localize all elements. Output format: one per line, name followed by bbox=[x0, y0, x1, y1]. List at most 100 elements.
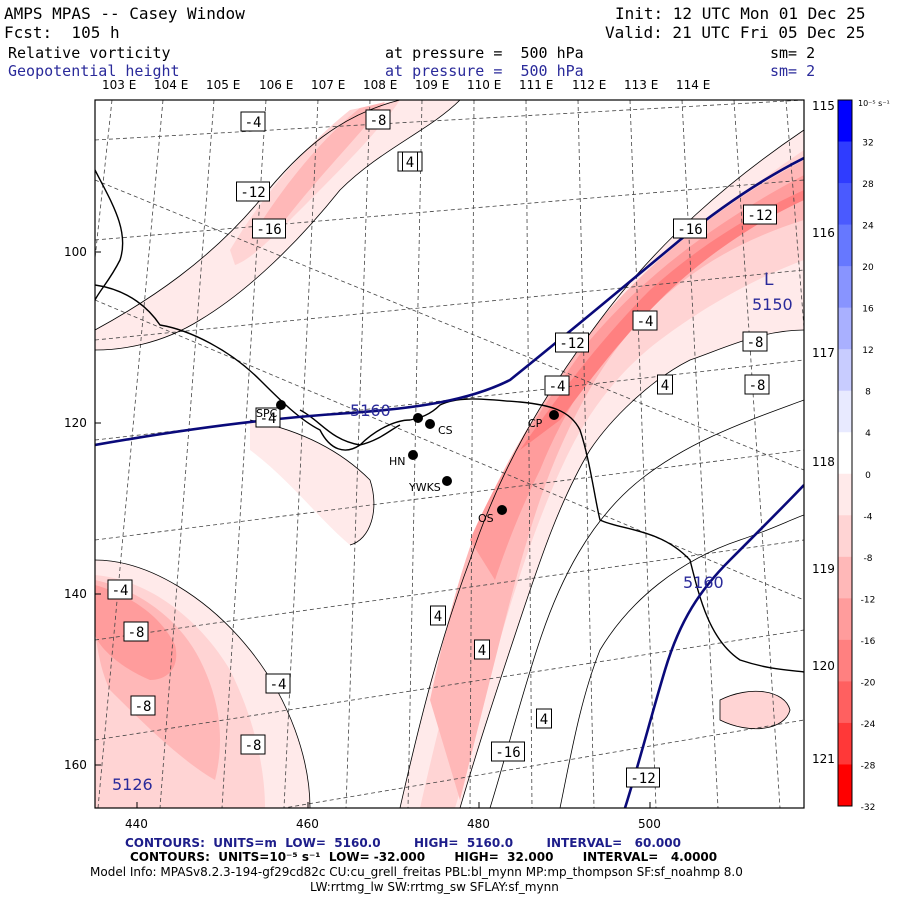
colorbar-segment bbox=[838, 390, 852, 433]
station-label: CS bbox=[438, 424, 453, 437]
lon-label: 103 E bbox=[102, 78, 137, 92]
vorticity-contour-value: 4 bbox=[406, 155, 414, 171]
colorbar-tick-label: 20 bbox=[862, 263, 874, 273]
vorticity-contour-value: -12 bbox=[240, 185, 265, 201]
lon-label: 106 E bbox=[259, 78, 294, 92]
vorticity-contour-value: -12 bbox=[559, 336, 584, 352]
low-pressure-marker: L bbox=[764, 270, 774, 290]
y-tick-label: 100 bbox=[64, 245, 87, 259]
vorticity-contour-value: -8 bbox=[749, 378, 766, 394]
vorticity-contour-label: -16 bbox=[252, 218, 286, 239]
vorticity-contour-value: -16 bbox=[677, 222, 702, 238]
colorbar-segment bbox=[838, 473, 852, 516]
lon-label: 110 E bbox=[467, 78, 502, 92]
station-label: HN bbox=[389, 455, 406, 468]
colorbar-tick-label: -28 bbox=[861, 761, 876, 771]
vorticity-contour-label: -16 bbox=[673, 218, 707, 239]
station-marker bbox=[276, 400, 286, 410]
colorbar-segment bbox=[838, 598, 852, 641]
colorbar-segment bbox=[838, 307, 852, 350]
lon-label: 112 E bbox=[572, 78, 607, 92]
colorbar-segment bbox=[838, 556, 852, 599]
lon-label: 104 E bbox=[154, 78, 189, 92]
lon-label: 108 E bbox=[363, 78, 398, 92]
vorticity-contour-label: -4 bbox=[240, 111, 266, 132]
colorbar-segment bbox=[838, 722, 852, 765]
forecast-hour: Fcst: 105 h bbox=[4, 23, 120, 42]
vorticity-contour-value: -8 bbox=[370, 113, 387, 129]
colorbar-tick-label: 4 bbox=[865, 429, 871, 439]
vorticity-contour-label: -4 bbox=[544, 375, 570, 396]
map-title: AMPS MPAS -- Casey Window bbox=[4, 4, 245, 23]
colorbar-segment bbox=[838, 266, 852, 309]
colorbar-segment bbox=[838, 100, 852, 143]
height-label: 5160 bbox=[350, 401, 391, 420]
footer-height-contours: CONTOURS: UNITS=m LOW= 5160.0 HIGH= 5160… bbox=[125, 836, 681, 850]
station-label: OS bbox=[478, 512, 494, 525]
field2-name: Geopotential height bbox=[8, 62, 180, 80]
footer-vorticity-contours: CONTOURS: UNITS=10⁻⁵ s⁻¹ LOW= -32.000 HI… bbox=[130, 850, 718, 864]
lon-label: 111 E bbox=[519, 78, 554, 92]
vorticity-contour-label: 4 bbox=[430, 605, 446, 626]
y-tick-label: 120 bbox=[64, 416, 87, 430]
station-label: SPC bbox=[256, 407, 278, 420]
station-marker bbox=[413, 413, 423, 423]
colorbar-segment bbox=[838, 515, 852, 558]
x-tick-label: 440 bbox=[125, 817, 148, 831]
station-marker bbox=[497, 505, 507, 515]
field1-level: at pressure = 500 hPa bbox=[385, 44, 584, 62]
station-marker bbox=[442, 476, 452, 486]
colorbar-segment bbox=[838, 224, 852, 267]
y-tick-label: 140 bbox=[64, 587, 87, 601]
axis-ticks bbox=[95, 251, 651, 808]
colorbar-tick-label: 24 bbox=[862, 222, 874, 232]
vorticity-contour-label: -4 bbox=[632, 310, 658, 331]
colorbar-segment bbox=[838, 639, 852, 682]
vorticity-contour-value: -12 bbox=[630, 771, 655, 787]
vorticity-contour-value: 4 bbox=[434, 609, 442, 625]
colorbar-tick-label: 28 bbox=[862, 180, 874, 190]
vorticity-contour-value: -8 bbox=[128, 625, 145, 641]
vorticity-contour-label: -8 bbox=[744, 374, 770, 395]
colorbar-tick-label: -32 bbox=[861, 803, 876, 813]
colorbar-tick-label: 16 bbox=[862, 305, 874, 315]
colorbar-tick-label: -4 bbox=[864, 512, 873, 522]
init-time: Init: 12 UTC Mon 01 Dec 25 bbox=[615, 4, 866, 23]
station-label: CP bbox=[528, 417, 543, 430]
vorticity-contour-label: -12 bbox=[626, 767, 660, 788]
map-frame bbox=[94, 99, 805, 809]
vorticity-contour-label: -16 bbox=[491, 741, 525, 762]
vorticity-contour-label: -12 bbox=[743, 204, 777, 225]
colorbar-tick-label: -24 bbox=[861, 720, 876, 730]
lon-label: 105 E bbox=[206, 78, 241, 92]
vorticity-contour-value: -16 bbox=[256, 222, 281, 238]
valid-time: Valid: 21 UTC Fri 05 Dec 25 bbox=[605, 23, 866, 42]
vorticity-contour-value: -8 bbox=[245, 738, 262, 754]
colorbar-segment bbox=[838, 349, 852, 392]
colorbar-tick-label: 12 bbox=[862, 346, 873, 356]
vorticity-contour-value: -12 bbox=[747, 208, 772, 224]
colorbar-tick-label: 32 bbox=[862, 139, 873, 149]
field1-smoothing: sm= 2 bbox=[770, 44, 816, 62]
vorticity-contour-label: -8 bbox=[123, 621, 149, 642]
vorticity-contour-label: 4 bbox=[657, 374, 673, 395]
vorticity-contour-label: -8 bbox=[240, 734, 266, 755]
vorticity-contour-label: -4 bbox=[265, 673, 291, 694]
footer-model-info: Model Info: MPASv8.2.3-194-gf29cd82c CU:… bbox=[90, 865, 743, 879]
vorticity-contour-label: -12 bbox=[555, 332, 589, 353]
vorticity-contour-value: -4 bbox=[549, 379, 566, 395]
colorbar-segment bbox=[838, 432, 852, 475]
vorticity-contours bbox=[95, 100, 804, 808]
vorticity-contour-value: 4 bbox=[661, 378, 669, 394]
vorticity-contour-value: 4 bbox=[540, 712, 548, 728]
vorticity-contour-label: -4 bbox=[255, 407, 281, 428]
vorticity-contour-label: 4 bbox=[474, 639, 490, 660]
vorticity-contour-label: -8 bbox=[130, 695, 156, 716]
vorticity-contour-label: -8 bbox=[742, 331, 768, 352]
footer-physics-info: LW:rrtmg_lw SW:rrtmg_sw SFLAY:sf_mynn bbox=[310, 880, 559, 894]
height-contours bbox=[95, 156, 804, 808]
y-tick-label: 160 bbox=[64, 758, 87, 772]
colorbar-segment bbox=[838, 141, 852, 184]
lon-label: 109 E bbox=[415, 78, 450, 92]
